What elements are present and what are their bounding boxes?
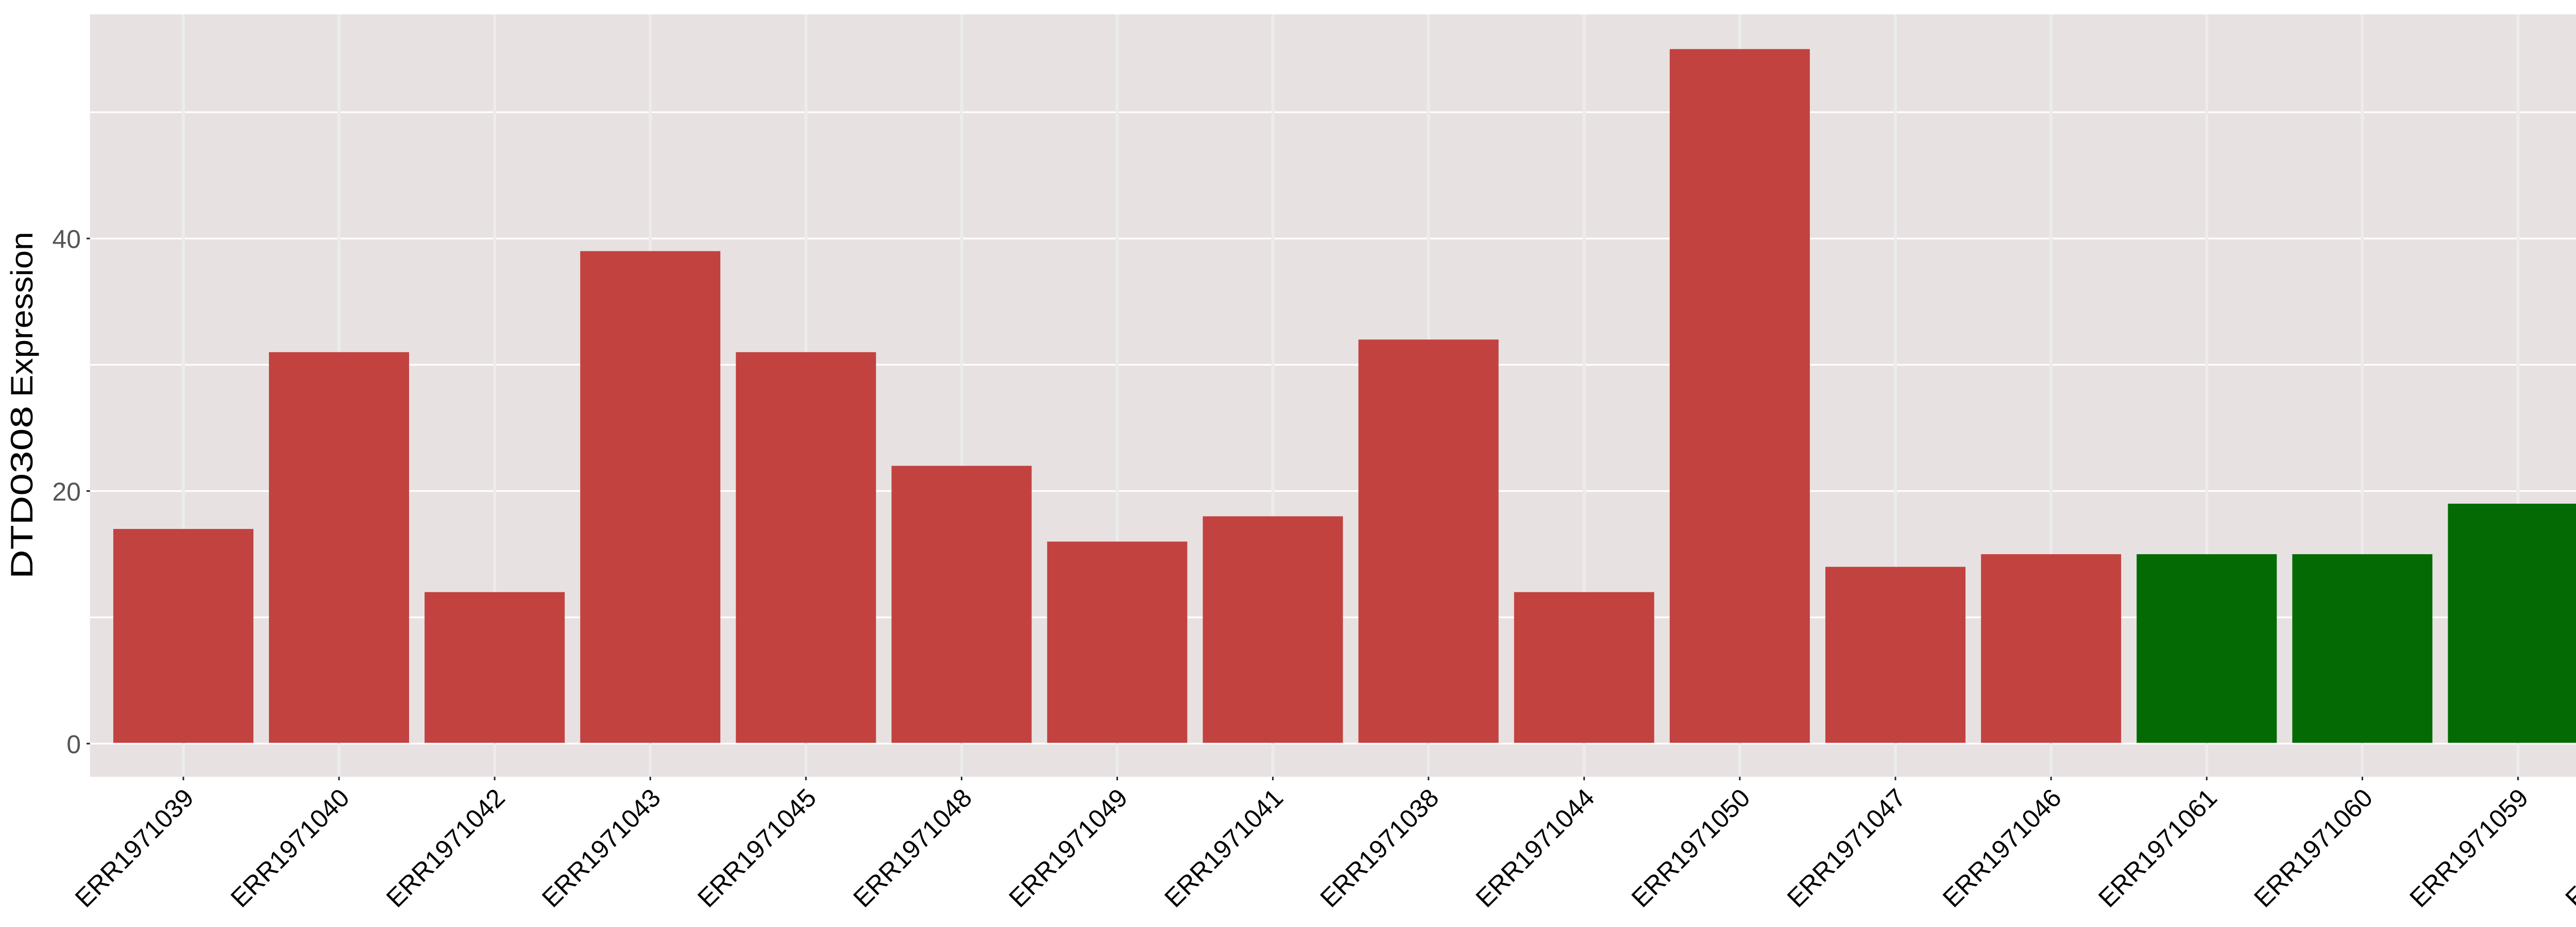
svg-text:ERR1971059: ERR1971059 bbox=[2404, 783, 2534, 913]
svg-text:ERR1971050: ERR1971050 bbox=[1626, 783, 1756, 913]
svg-text:Expression: Expression bbox=[5, 232, 39, 397]
svg-text:ERR1971040: ERR1971040 bbox=[225, 783, 355, 913]
svg-text:ERR1971045: ERR1971045 bbox=[692, 783, 822, 913]
svg-text:ERR1971039: ERR1971039 bbox=[70, 783, 199, 913]
svg-text:ERR1971048: ERR1971048 bbox=[848, 783, 977, 913]
svg-text:ERR1971044: ERR1971044 bbox=[1470, 783, 1600, 913]
svg-text:ERR1971060: ERR1971060 bbox=[2248, 783, 2378, 913]
svg-text:ERR1971061: ERR1971061 bbox=[2093, 783, 2223, 913]
svg-text:ERR1971049: ERR1971049 bbox=[1003, 783, 1133, 913]
svg-text:DTD0308: DTD0308 bbox=[5, 406, 39, 579]
svg-text:ERR1971047: ERR1971047 bbox=[1782, 783, 1911, 913]
svg-text:40: 40 bbox=[52, 225, 81, 254]
svg-text:ERR1971043: ERR1971043 bbox=[536, 783, 666, 913]
svg-text:ERR1971041: ERR1971041 bbox=[1159, 783, 1289, 913]
svg-text:ERR1971038: ERR1971038 bbox=[1315, 783, 1445, 913]
svg-text:ERR1971058: ERR1971058 bbox=[2560, 783, 2576, 913]
svg-text:ERR1971042: ERR1971042 bbox=[381, 783, 511, 913]
svg-text:ERR1971046: ERR1971046 bbox=[1937, 783, 2067, 913]
svg-text:20: 20 bbox=[52, 477, 81, 506]
svg-text:0: 0 bbox=[66, 730, 81, 759]
